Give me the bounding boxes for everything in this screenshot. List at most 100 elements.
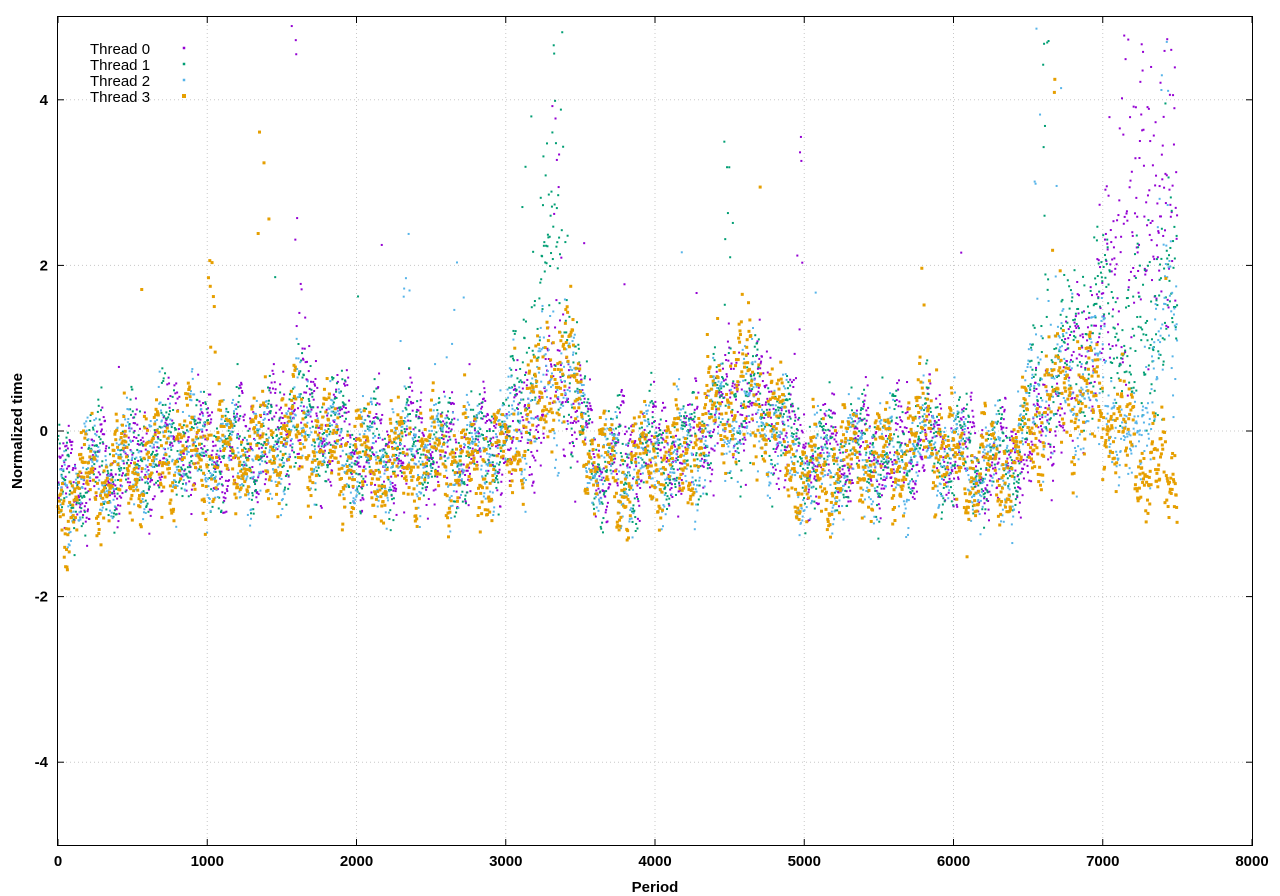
data-point bbox=[1008, 453, 1011, 456]
data-point bbox=[660, 456, 663, 459]
data-point bbox=[1051, 361, 1054, 364]
data-point bbox=[801, 261, 804, 264]
data-point bbox=[738, 459, 741, 462]
data-point bbox=[812, 468, 815, 471]
data-point bbox=[1158, 294, 1161, 297]
data-point bbox=[121, 474, 124, 477]
data-point bbox=[990, 446, 993, 449]
data-point bbox=[768, 408, 771, 411]
data-point bbox=[288, 393, 291, 396]
data-point bbox=[718, 412, 721, 415]
data-point bbox=[182, 464, 185, 467]
data-point bbox=[193, 420, 196, 423]
data-point bbox=[592, 476, 595, 479]
data-point bbox=[226, 437, 229, 440]
data-point bbox=[450, 421, 453, 424]
data-point bbox=[986, 491, 989, 494]
data-point bbox=[189, 455, 192, 458]
data-point bbox=[577, 343, 580, 346]
data-point bbox=[602, 467, 605, 470]
data-point bbox=[189, 466, 192, 469]
data-point bbox=[1161, 337, 1164, 340]
data-point bbox=[197, 437, 200, 440]
data-point bbox=[717, 391, 720, 394]
data-point bbox=[991, 461, 994, 464]
data-point bbox=[375, 387, 378, 390]
data-point bbox=[1156, 304, 1159, 307]
data-point bbox=[190, 426, 193, 429]
data-point bbox=[131, 388, 134, 391]
data-point bbox=[220, 483, 223, 486]
data-point bbox=[132, 422, 135, 425]
data-point bbox=[473, 419, 476, 422]
data-points bbox=[56, 25, 1179, 572]
data-point bbox=[353, 453, 356, 456]
data-point bbox=[1131, 234, 1134, 237]
data-point bbox=[593, 497, 596, 500]
data-point bbox=[391, 498, 394, 501]
data-point bbox=[1173, 107, 1176, 110]
data-point bbox=[588, 418, 591, 421]
data-point bbox=[300, 401, 303, 404]
data-point bbox=[317, 466, 320, 469]
data-point bbox=[714, 421, 717, 424]
data-point bbox=[569, 421, 572, 424]
data-point bbox=[1078, 327, 1081, 330]
data-point bbox=[787, 409, 790, 412]
data-point bbox=[404, 434, 407, 437]
data-point bbox=[373, 390, 376, 393]
data-point bbox=[104, 447, 107, 450]
data-point bbox=[137, 434, 140, 437]
data-point bbox=[982, 493, 985, 496]
data-point bbox=[702, 486, 705, 489]
data-point bbox=[776, 400, 779, 403]
data-point bbox=[1052, 401, 1055, 404]
data-point bbox=[755, 354, 758, 357]
data-point bbox=[1006, 450, 1009, 453]
data-point bbox=[604, 495, 607, 498]
data-point bbox=[385, 442, 388, 445]
data-point bbox=[780, 409, 783, 412]
data-point bbox=[918, 416, 921, 419]
data-point bbox=[753, 345, 756, 348]
data-point bbox=[92, 473, 95, 476]
data-point bbox=[284, 475, 287, 478]
data-point bbox=[1077, 307, 1080, 310]
data-point bbox=[183, 432, 186, 435]
data-point bbox=[671, 496, 674, 499]
data-point bbox=[595, 448, 598, 451]
data-point bbox=[238, 384, 241, 387]
data-point bbox=[1022, 409, 1025, 412]
data-point bbox=[69, 451, 72, 454]
data-point bbox=[873, 435, 876, 438]
data-point bbox=[429, 443, 432, 446]
data-point bbox=[458, 455, 461, 458]
data-point bbox=[870, 471, 873, 474]
data-point bbox=[617, 425, 620, 428]
data-point bbox=[1151, 347, 1154, 350]
data-point bbox=[1013, 476, 1016, 479]
data-point bbox=[803, 447, 806, 450]
data-point bbox=[889, 439, 892, 442]
data-point bbox=[400, 462, 403, 465]
data-point bbox=[1098, 203, 1101, 206]
data-point bbox=[453, 515, 456, 518]
data-point bbox=[869, 452, 872, 455]
data-point bbox=[878, 492, 881, 495]
data-point bbox=[87, 446, 90, 449]
data-point bbox=[571, 406, 574, 409]
data-point bbox=[696, 458, 699, 461]
data-point bbox=[215, 436, 218, 439]
data-point bbox=[464, 500, 467, 503]
data-point bbox=[415, 410, 418, 413]
data-point bbox=[1019, 472, 1022, 475]
data-point bbox=[235, 403, 238, 406]
data-point bbox=[297, 452, 300, 455]
data-point bbox=[1135, 246, 1138, 249]
data-point bbox=[377, 436, 380, 439]
data-point bbox=[934, 406, 937, 409]
data-point bbox=[1029, 388, 1032, 391]
data-point bbox=[706, 462, 709, 465]
data-point bbox=[659, 418, 662, 421]
data-point bbox=[1104, 232, 1107, 235]
